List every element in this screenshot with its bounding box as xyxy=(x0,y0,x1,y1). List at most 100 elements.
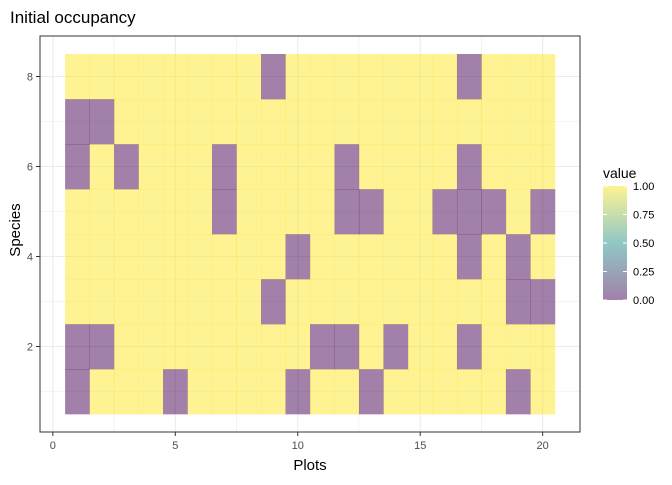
heatmap-tile xyxy=(456,234,482,280)
heatmap-tile xyxy=(383,54,409,100)
heatmap-tile xyxy=(334,99,360,145)
heatmap-tile xyxy=(481,54,507,100)
heatmap-tile xyxy=(530,99,556,145)
heatmap-tile xyxy=(65,369,90,415)
heatmap-tile xyxy=(163,324,188,370)
heatmap-tile xyxy=(358,189,384,235)
heatmap-tile xyxy=(114,234,139,280)
heatmap-tile xyxy=(89,54,115,100)
heatmap-tile xyxy=(407,324,433,370)
x-tick-label: 15 xyxy=(414,440,426,452)
heatmap-tile xyxy=(212,99,237,145)
heatmap-tile xyxy=(456,54,482,100)
heatmap-tile xyxy=(310,324,335,370)
chart-title: Initial occupancy xyxy=(10,8,136,27)
heatmap-tile xyxy=(530,189,556,235)
heatmap-tile xyxy=(334,234,360,280)
heatmap-tile xyxy=(187,324,213,370)
heatmap-tiles xyxy=(65,54,556,415)
heatmap-tile xyxy=(163,99,188,145)
heatmap-tile xyxy=(383,189,409,235)
heatmap-tile xyxy=(236,99,262,145)
heatmap-tile xyxy=(261,324,286,370)
heatmap-tile xyxy=(481,324,507,370)
heatmap-tile xyxy=(89,369,115,415)
heatmap-tile xyxy=(285,369,311,415)
heatmap-tile xyxy=(212,324,237,370)
heatmap-tile xyxy=(310,144,335,190)
heatmap-tile xyxy=(358,144,384,190)
y-tick-label: 2 xyxy=(27,342,33,354)
heatmap-tile xyxy=(481,369,507,415)
heatmap-tile xyxy=(89,279,115,325)
heatmap-tile xyxy=(163,189,188,235)
heatmap-tile xyxy=(138,279,164,325)
heatmap-tile xyxy=(187,99,213,145)
heatmap-tile xyxy=(456,369,482,415)
heatmap-tile xyxy=(383,279,409,325)
heatmap-tile xyxy=(432,324,458,370)
heatmap-tile xyxy=(432,369,458,415)
heatmap-tile xyxy=(358,234,384,280)
heatmap-tile xyxy=(212,189,237,235)
heatmap-tile xyxy=(334,324,360,370)
heatmap-tile xyxy=(432,189,458,235)
heatmap-tile xyxy=(383,144,409,190)
heatmap-tile xyxy=(65,54,90,100)
heatmap-tile xyxy=(530,279,556,325)
heatmap-tile xyxy=(505,369,531,415)
axes: 0 5 10 15 20 2 4 6 8 xyxy=(27,72,549,453)
heatmap-tile xyxy=(187,189,213,235)
heatmap-tile xyxy=(285,144,311,190)
heatmap-tile xyxy=(212,279,237,325)
heatmap-tile xyxy=(163,54,188,100)
heatmap-tile xyxy=(236,369,262,415)
heatmap-tile xyxy=(236,234,262,280)
legend-label: 0.75 xyxy=(633,210,654,222)
heatmap-tile xyxy=(407,234,433,280)
heatmap-tile xyxy=(261,54,286,100)
heatmap-tile xyxy=(212,234,237,280)
heatmap-tile xyxy=(65,324,90,370)
heatmap-tile xyxy=(285,99,311,145)
panel-border xyxy=(39,35,581,433)
heatmap-tile xyxy=(89,234,115,280)
heatmap-tile xyxy=(505,99,531,145)
x-tick-label: 20 xyxy=(537,440,549,452)
heatmap-tile xyxy=(407,189,433,235)
heatmap-tile xyxy=(334,144,360,190)
heatmap-tile xyxy=(163,369,188,415)
legend: value 1.00 0.75 0.50 0.25 0.00 xyxy=(603,165,654,307)
heatmap-tile xyxy=(114,54,139,100)
heatmap-tile xyxy=(310,279,335,325)
heatmap-tile xyxy=(530,324,556,370)
heatmap-tile xyxy=(505,324,531,370)
heatmap-tile xyxy=(187,144,213,190)
heatmap-tile xyxy=(261,369,286,415)
heatmap-tile xyxy=(456,144,482,190)
heatmap-tile xyxy=(310,234,335,280)
heatmap-tile xyxy=(285,54,311,100)
heatmap-tile xyxy=(114,324,139,370)
heatmap-tile xyxy=(432,279,458,325)
heatmap-tile xyxy=(261,99,286,145)
legend-title: value xyxy=(603,165,637,181)
heatmap-tile xyxy=(236,189,262,235)
heatmap-tile xyxy=(383,234,409,280)
heatmap-tile xyxy=(65,279,90,325)
heatmap-tile xyxy=(89,189,115,235)
heatmap-tile xyxy=(163,144,188,190)
heatmap-tile xyxy=(432,99,458,145)
heatmap-tile xyxy=(334,279,360,325)
heatmap-tile xyxy=(261,189,286,235)
heatmap-tile xyxy=(310,54,335,100)
y-axis-label: Species xyxy=(7,203,24,256)
heatmap-tile xyxy=(505,234,531,280)
heatmap-tile xyxy=(407,279,433,325)
heatmap-tile xyxy=(358,54,384,100)
heatmap-tile xyxy=(407,99,433,145)
x-tick-label: 5 xyxy=(172,440,178,452)
y-tick-label: 4 xyxy=(27,252,33,264)
heatmap-tile xyxy=(481,279,507,325)
